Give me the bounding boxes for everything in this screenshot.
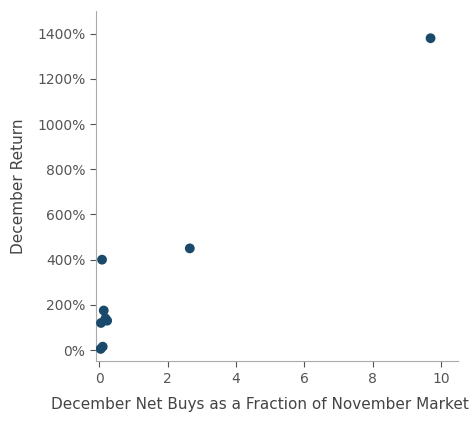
Point (97, 346, 105, 352)
Y-axis label: December Return: December Return (11, 118, 26, 254)
X-axis label: December Net Buys as a Fraction of November Market Cap: December Net Buys as a Fraction of Novem… (51, 397, 469, 412)
Point (99, 343, 106, 350)
Point (102, 315, 109, 322)
Point (97, 319, 105, 326)
Point (186, 245, 194, 252)
Point (98, 256, 106, 263)
Point (103, 317, 111, 324)
Point (100, 307, 107, 314)
Point (427, 35, 434, 41)
